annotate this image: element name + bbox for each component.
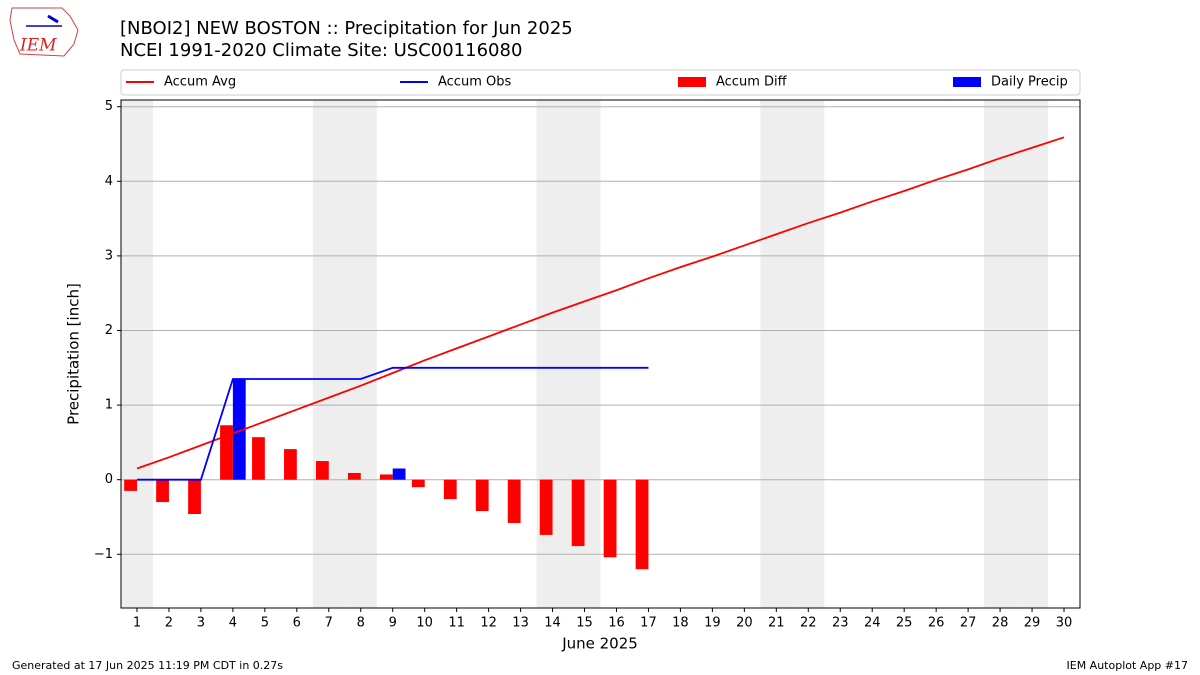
bar xyxy=(188,479,201,515)
bar xyxy=(124,479,137,491)
x-tick-label: 21 xyxy=(768,616,785,631)
chart-subtitle: NCEI 1991-2020 Climate Site: USC00116080 xyxy=(120,40,522,61)
bar xyxy=(539,479,553,535)
x-tick-label: 29 xyxy=(1024,616,1041,631)
x-tick-label: 17 xyxy=(640,616,657,631)
logo: IEM xyxy=(9,7,79,57)
x-tick-label: 15 xyxy=(576,616,593,631)
bar xyxy=(252,437,265,480)
x-tick-label: 6 xyxy=(293,616,301,631)
x-tick-label: 24 xyxy=(864,616,881,631)
weekend-band xyxy=(760,100,793,608)
y-tick-label: 3 xyxy=(105,248,113,263)
x-tick-label: 14 xyxy=(544,616,561,631)
weekend-band xyxy=(1016,100,1049,608)
x-tick-label: 28 xyxy=(992,616,1009,631)
y-tick-label: 1 xyxy=(105,398,113,413)
x-tick-label: 7 xyxy=(325,616,333,631)
x-tick-label: 22 xyxy=(800,616,817,631)
weekend-band xyxy=(344,100,377,608)
bar xyxy=(603,479,617,558)
bar xyxy=(156,479,169,503)
x-tick-label: 9 xyxy=(389,616,397,631)
footer-right: IEM Autoplot App #17 xyxy=(1067,659,1189,672)
x-tick-label: 26 xyxy=(928,616,945,631)
bar xyxy=(284,449,297,480)
bar xyxy=(571,479,585,547)
x-tick-label: 8 xyxy=(357,616,365,631)
bar xyxy=(507,479,521,523)
bar xyxy=(475,479,489,512)
footer-left: Generated at 17 Jun 2025 11:19 PM CDT in… xyxy=(12,659,283,672)
legend-label: Accum Obs xyxy=(438,75,511,90)
x-tick-label: 11 xyxy=(448,616,465,631)
x-tick-label: 13 xyxy=(512,616,529,631)
x-tick-label: 2 xyxy=(165,616,173,631)
x-tick-label: 12 xyxy=(480,616,497,631)
plot-frame xyxy=(120,99,1081,609)
bar xyxy=(379,474,393,480)
bar xyxy=(411,479,425,488)
bar xyxy=(347,472,361,480)
legend-label: Accum Diff xyxy=(716,75,788,90)
line xyxy=(136,136,1065,470)
x-tick-label: 19 xyxy=(704,616,721,631)
bar xyxy=(443,479,457,500)
x-tick-label: 16 xyxy=(608,616,625,631)
legend-label: Accum Avg xyxy=(164,75,236,90)
y-tick-label: 5 xyxy=(105,99,113,114)
logo-text: IEM xyxy=(19,36,57,56)
weekend-band xyxy=(312,100,345,608)
y-tick-label: 2 xyxy=(105,323,113,338)
x-tick-label: 5 xyxy=(261,616,269,631)
x-tick-label: 30 xyxy=(1056,616,1073,631)
bar xyxy=(315,461,329,480)
weekend-band xyxy=(121,100,153,608)
y-tick-label: 0 xyxy=(105,472,113,487)
x-tick-label: 20 xyxy=(736,616,753,631)
bar xyxy=(635,479,649,570)
legend-box xyxy=(120,69,1081,96)
chart-title: [NBOI2] NEW BOSTON :: Precipitation for … xyxy=(120,18,573,39)
bar xyxy=(220,425,233,480)
x-tick-label: 18 xyxy=(672,616,689,631)
x-tick-label: 10 xyxy=(416,616,433,631)
x-tick-label: 3 xyxy=(197,616,205,631)
y-tick-label: 4 xyxy=(105,174,113,189)
bar xyxy=(392,468,406,480)
legend-swatch xyxy=(953,77,981,87)
x-tick-label: 1 xyxy=(133,616,141,631)
y-axis-label: Precipitation [inch] xyxy=(65,283,83,425)
x-tick-label: 23 xyxy=(832,616,849,631)
bar xyxy=(232,378,246,480)
x-tick-label: 4 xyxy=(229,616,237,631)
legend-swatch xyxy=(678,77,706,87)
x-tick-label: 25 xyxy=(896,616,913,631)
legend-label: Daily Precip xyxy=(991,75,1068,90)
x-axis-label: June 2025 xyxy=(561,635,638,653)
line xyxy=(136,366,649,481)
y-tick-label: −1 xyxy=(94,547,113,562)
x-tick-label: 27 xyxy=(960,616,977,631)
weekend-band xyxy=(984,100,1017,608)
weekend-band xyxy=(792,100,825,608)
